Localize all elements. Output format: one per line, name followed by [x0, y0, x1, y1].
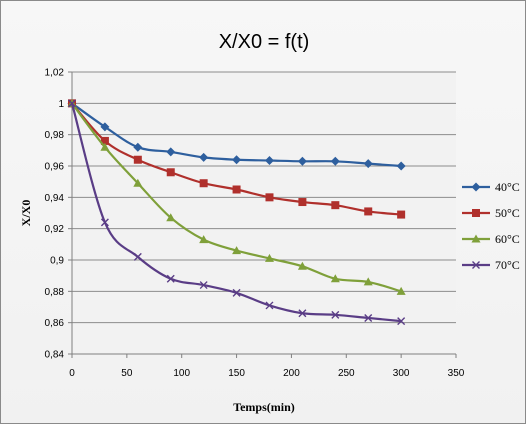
data-point-4 — [265, 301, 274, 310]
data-point-3 — [264, 253, 274, 262]
legend-item-2: 50°C — [462, 206, 520, 220]
data-point-1 — [264, 156, 274, 166]
legend: 40°C 50°C 60°C 70°C — [462, 180, 520, 272]
legend-item-4: 70°C — [462, 258, 520, 272]
data-point-3 — [232, 246, 242, 255]
x-axis-title: Temps(min) — [233, 400, 295, 414]
data-point-4 — [100, 218, 109, 227]
data-point-1 — [166, 147, 176, 157]
y-tick-label: 0,92 — [45, 224, 65, 235]
y-tick-label: 0,9 — [50, 256, 64, 267]
series-4 — [68, 99, 406, 326]
y-tick-label: 0,96 — [45, 162, 65, 173]
x-tick-label: 100 — [173, 368, 190, 379]
data-point-1 — [297, 156, 307, 166]
data-point-2 — [166, 168, 175, 177]
data-point-2 — [199, 179, 208, 188]
data-point-4 — [199, 281, 208, 290]
data-point-3 — [297, 261, 307, 270]
x-tick-label: 150 — [228, 368, 245, 379]
y-tick-label: 0,98 — [45, 130, 65, 141]
legend-item-1: 40°C — [462, 180, 520, 194]
data-point-4 — [133, 252, 142, 261]
y-axis-ticks: 0,84 0,86 0,88 0,9 0,92 0,94 0,96 0,98 1 1,02 — [45, 68, 72, 361]
data-point-1 — [100, 122, 110, 132]
legend-marker — [471, 182, 481, 192]
data-point-4 — [68, 99, 76, 108]
data-point-2 — [100, 136, 109, 145]
legend-marker — [471, 234, 481, 243]
legend-label: 40°C — [495, 180, 520, 194]
series-group — [67, 98, 406, 326]
data-point-2 — [232, 185, 241, 194]
y-tick-label: 0,84 — [45, 350, 65, 361]
x-tick-label: 200 — [283, 368, 300, 379]
data-point-1 — [396, 161, 406, 171]
data-point-3 — [199, 235, 209, 244]
data-point-4 — [364, 313, 373, 322]
y-tick-label: 1 — [58, 99, 64, 110]
data-point-4 — [232, 288, 241, 297]
data-point-2 — [397, 210, 406, 219]
legend-item-3: 60°C — [462, 232, 520, 246]
data-point-3 — [330, 274, 340, 283]
y-tick-label: 0,86 — [45, 318, 65, 329]
x-tick-label: 50 — [121, 368, 133, 379]
data-point-4 — [298, 309, 307, 318]
data-point-3 — [100, 142, 110, 151]
data-point-3 — [133, 178, 143, 187]
data-point-2 — [364, 207, 373, 216]
data-point-4 — [397, 317, 406, 326]
data-point-3 — [363, 277, 373, 286]
y-axis-title: X/X0 — [19, 200, 33, 227]
series-line-4 — [70, 103, 402, 323]
data-point-4 — [331, 310, 340, 319]
legend-marker — [472, 261, 480, 269]
legend-marker — [472, 209, 480, 217]
data-point-2 — [265, 193, 274, 202]
x-tick-label: 350 — [448, 368, 465, 379]
legend-label: 70°C — [495, 258, 520, 272]
data-point-2 — [331, 201, 340, 210]
x-tick-label: 0 — [69, 368, 75, 379]
data-point-1 — [199, 152, 209, 162]
data-point-1 — [232, 155, 242, 165]
data-point-4 — [166, 274, 175, 283]
data-point-2 — [133, 155, 142, 164]
y-tick-label: 0,94 — [45, 193, 65, 204]
legend-label: 60°C — [495, 232, 520, 246]
series-2 — [68, 99, 406, 219]
x-tick-label: 300 — [393, 368, 410, 379]
x-tick-label: 250 — [338, 368, 355, 379]
data-point-3 — [166, 213, 176, 222]
data-point-1 — [133, 142, 143, 152]
data-point-1 — [330, 156, 340, 166]
data-point-3 — [396, 286, 406, 295]
x-axis-ticks: 0 50 100 150 200 250 300 350 — [69, 354, 465, 379]
chart-title: X/X0 = f(t) — [219, 31, 310, 53]
y-tick-label: 1,02 — [45, 68, 65, 79]
data-point-1 — [363, 159, 373, 169]
data-point-2 — [298, 198, 307, 207]
series-3 — [67, 98, 406, 295]
legend-label: 50°C — [495, 206, 520, 220]
y-tick-label: 0,88 — [45, 287, 65, 298]
